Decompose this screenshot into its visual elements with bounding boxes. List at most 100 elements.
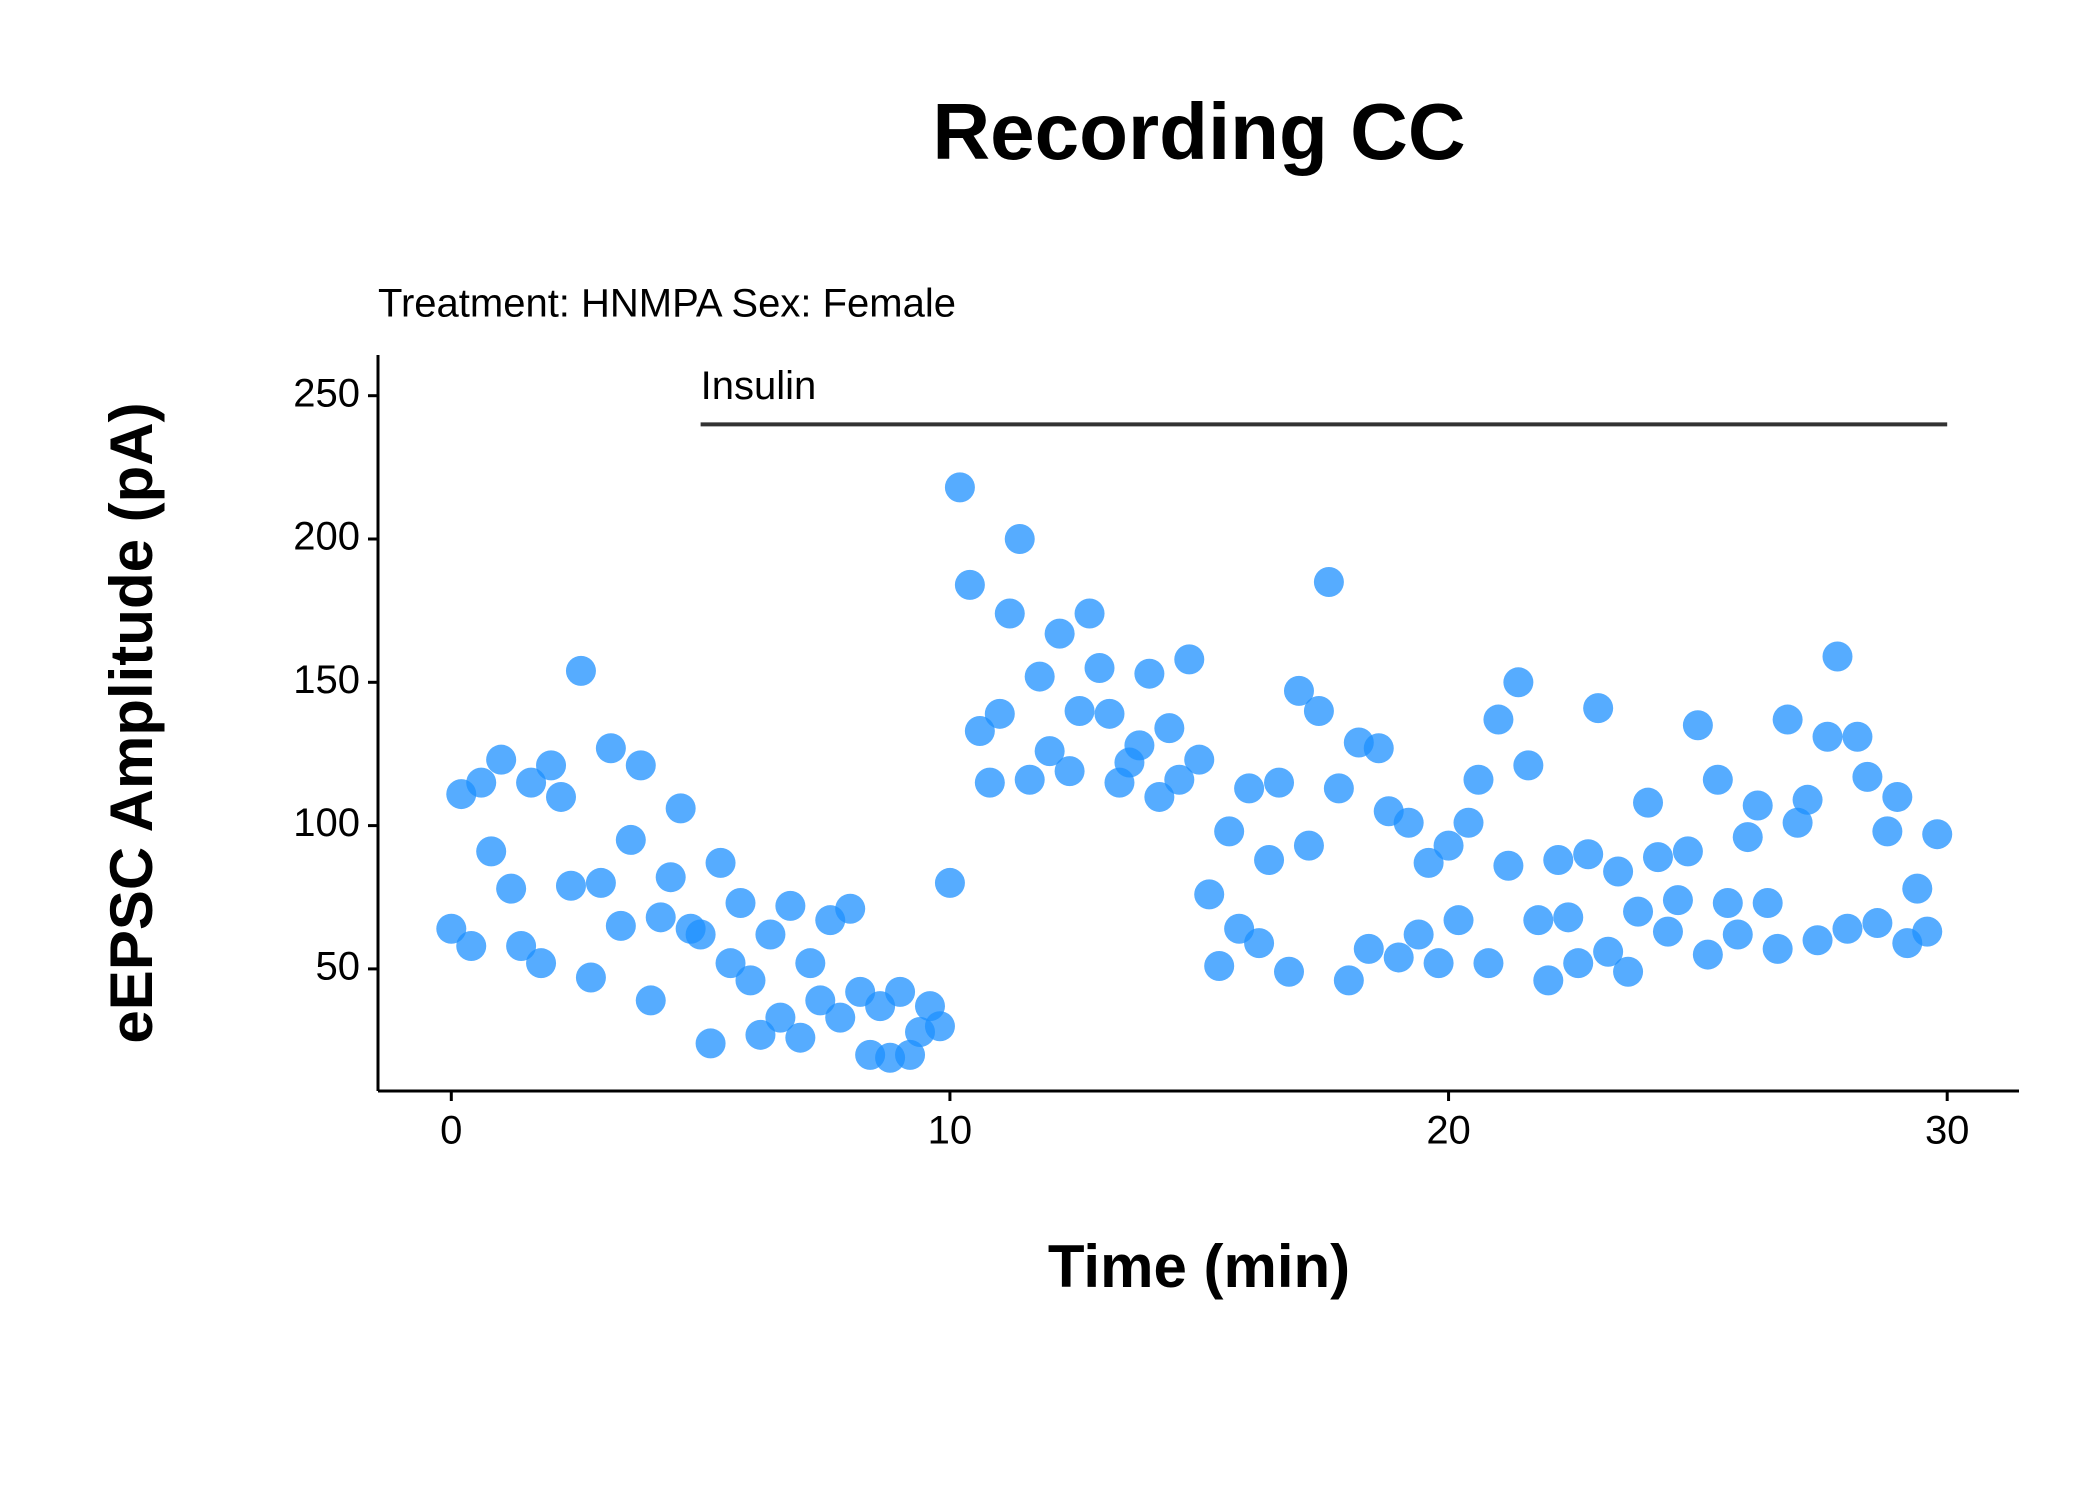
point (1463, 764, 1494, 795)
point (1174, 644, 1205, 675)
point (655, 862, 686, 893)
point (1323, 773, 1354, 804)
y-tick-label: 250 (293, 371, 360, 415)
point (1533, 965, 1564, 996)
point (1752, 887, 1783, 918)
point (1782, 807, 1813, 838)
annotation-label: Insulin (701, 364, 817, 408)
point (526, 948, 557, 979)
point (1283, 675, 1314, 706)
point (1293, 830, 1324, 861)
point (1712, 887, 1743, 918)
point (934, 867, 965, 898)
point (1034, 736, 1065, 767)
point (1672, 836, 1703, 867)
point (1383, 942, 1414, 973)
x-tick-label: 10 (928, 1109, 973, 1153)
point (1313, 566, 1344, 597)
point (1423, 948, 1454, 979)
point (1902, 873, 1933, 904)
point (1024, 661, 1055, 692)
point (1513, 750, 1544, 781)
point (1353, 933, 1384, 964)
point (1004, 524, 1035, 554)
y-tick-label: 150 (293, 658, 360, 702)
point (1772, 704, 1803, 735)
point (615, 824, 646, 855)
point (765, 1002, 796, 1033)
point (1074, 598, 1105, 629)
y-tick-label: 200 (293, 515, 360, 559)
point (1214, 816, 1245, 847)
point (1792, 784, 1823, 815)
point (795, 948, 826, 979)
point (1453, 807, 1484, 838)
x-tick-label: 20 (1426, 1109, 1471, 1153)
point (1603, 856, 1634, 887)
point (924, 1011, 955, 1042)
point (575, 962, 606, 993)
point (1144, 781, 1175, 812)
point (1184, 744, 1215, 775)
point (755, 919, 786, 950)
point (545, 781, 576, 812)
point (595, 733, 626, 764)
point (665, 793, 696, 824)
point (1094, 698, 1125, 729)
point (1064, 695, 1095, 726)
point (1274, 956, 1305, 987)
point (1682, 710, 1713, 741)
point (944, 472, 975, 503)
point (1543, 844, 1574, 875)
point (1234, 773, 1265, 804)
point (1662, 885, 1693, 916)
point (1363, 733, 1394, 764)
point (1722, 919, 1753, 950)
point (1084, 652, 1115, 683)
point (1553, 902, 1584, 933)
point (1134, 658, 1165, 689)
point (1852, 761, 1883, 792)
point (645, 902, 676, 933)
y-tick-label: 100 (293, 801, 360, 845)
point (506, 930, 537, 961)
point (605, 910, 636, 941)
point (1742, 790, 1773, 821)
point (436, 913, 467, 944)
point (835, 893, 866, 924)
point (1623, 896, 1654, 927)
point (895, 1039, 926, 1070)
point (1403, 919, 1434, 950)
point (1503, 667, 1534, 698)
point (685, 919, 716, 950)
point (1014, 764, 1045, 795)
point (735, 965, 766, 996)
point (745, 1019, 776, 1050)
point (1264, 767, 1295, 798)
point (725, 887, 756, 918)
point (1194, 879, 1225, 910)
point (1483, 704, 1514, 735)
point (1922, 819, 1953, 850)
point (885, 976, 916, 1007)
point (1044, 618, 1075, 649)
point (1652, 916, 1683, 947)
point (1333, 965, 1364, 996)
point (1593, 936, 1624, 967)
point (1573, 839, 1604, 870)
y-tick-label: 50 (316, 944, 361, 988)
point (1393, 807, 1424, 838)
point (1303, 695, 1334, 726)
point (1493, 850, 1524, 881)
point (1642, 842, 1673, 873)
point (805, 985, 836, 1016)
point (1583, 693, 1614, 724)
point (705, 847, 736, 878)
point (1862, 908, 1893, 939)
point (1473, 948, 1504, 979)
point (1882, 781, 1913, 812)
point (1912, 916, 1943, 947)
point (1254, 844, 1285, 875)
